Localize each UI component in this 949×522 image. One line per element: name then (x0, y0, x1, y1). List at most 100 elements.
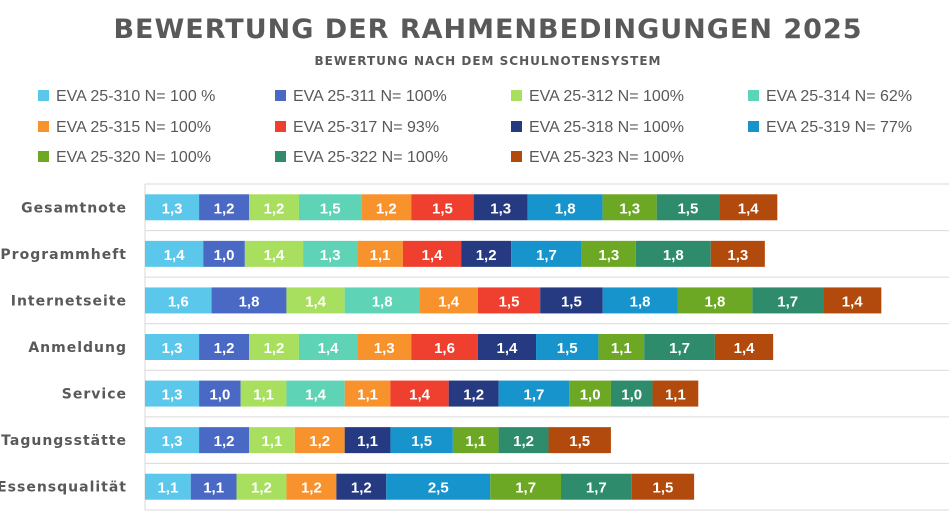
category-label: Anmeldung (28, 340, 127, 356)
data-label: 1,3 (598, 247, 619, 264)
data-label: 1,1 (357, 387, 378, 404)
data-label: 1,0 (209, 387, 230, 404)
legend-series-n: N= 62% (854, 88, 913, 105)
legend-item: EVA 25-315 N= 100% (38, 118, 211, 138)
data-label: 1,2 (264, 340, 285, 357)
legend-item: EVA 25-323 N= 100% (511, 148, 684, 168)
legend-item: EVA 25-319 N= 77% (748, 118, 912, 138)
data-label: 1,4 (496, 340, 518, 357)
bar-segment (286, 380, 345, 407)
data-label: 1,1 (357, 433, 378, 450)
bar-segment (411, 334, 478, 360)
bar-segment (203, 240, 245, 267)
legend-series-n: N= 100% (617, 88, 684, 105)
data-label: 1,7 (669, 340, 690, 357)
legend-swatch (38, 151, 49, 162)
legend-series-n: N= 77% (854, 119, 913, 136)
bar-segment (190, 473, 237, 500)
bar-segment (357, 240, 403, 267)
data-label: 1,4 (842, 293, 864, 310)
data-label: 1,6 (168, 293, 189, 310)
data-label: 1,4 (738, 200, 760, 217)
bar-segment (145, 287, 212, 314)
bar-segment (211, 287, 287, 314)
legend-item: EVA 25-318 N= 100% (511, 118, 684, 138)
legend-series-name: EVA 25-317 (293, 119, 378, 136)
bar-segment (244, 240, 304, 267)
data-label: 1,0 (214, 247, 235, 264)
data-label: 1,3 (162, 340, 183, 357)
legend-swatch (511, 121, 522, 132)
data-label: 1,3 (374, 340, 395, 357)
data-label: 1,7 (777, 293, 798, 310)
legend-item: EVA 25-320 N= 100% (38, 148, 211, 168)
bar-segment (610, 380, 653, 407)
data-label: 1,3 (162, 200, 183, 217)
data-label: 1,2 (301, 480, 322, 497)
data-label: 1,4 (305, 293, 327, 310)
bar-segment (635, 240, 711, 267)
data-label: 2,5 (428, 480, 449, 497)
data-label: 1,4 (264, 247, 286, 264)
data-label: 1,2 (264, 200, 285, 217)
bar-segment (240, 380, 287, 407)
legend-item: EVA 25-310 N= 100 % (38, 87, 215, 107)
bar-segment (199, 194, 249, 221)
bar-segment (452, 427, 499, 454)
bar-segment (527, 194, 603, 221)
data-label: 1,4 (734, 340, 756, 357)
legend-swatch (511, 151, 522, 162)
legend-swatch (38, 90, 49, 101)
data-label: 1,8 (372, 293, 393, 310)
data-label: 1,2 (214, 340, 235, 357)
bar-segment (598, 334, 645, 360)
legend-series-n: N= 100% (617, 149, 684, 166)
legend-series-name: EVA 25-320 (56, 149, 141, 166)
bar-segment (145, 194, 200, 221)
bar-segment (199, 334, 249, 360)
data-label: 1,1 (665, 387, 686, 404)
bar-segment (145, 240, 204, 267)
data-label: 1,2 (309, 433, 330, 450)
data-label: 1,5 (432, 200, 453, 217)
data-label: 1,1 (253, 387, 274, 404)
category-label: Internetseite (11, 293, 127, 309)
bar-segment (361, 194, 412, 221)
data-label: 1,4 (318, 340, 340, 357)
legend-item: EVA 25-317 N= 93% (275, 118, 439, 138)
legend-series-name: EVA 25-319 (766, 119, 851, 136)
category-label: Tagungsstätte (1, 433, 127, 449)
bar-segment (548, 427, 611, 454)
bar-segment (286, 287, 345, 314)
bar-segment (236, 473, 287, 500)
legend-series-n: N= 93% (381, 119, 440, 136)
legend-series-n: N= 100% (144, 119, 211, 136)
bar-segment (249, 194, 299, 221)
data-label: 1,4 (422, 247, 444, 264)
data-label: 1,4 (438, 293, 460, 310)
legend-swatch (275, 121, 286, 132)
bar-segment (823, 287, 882, 314)
legend-series-name: EVA 25-314 (766, 88, 851, 105)
data-label: 1,0 (621, 387, 642, 404)
data-label: 1,1 (465, 433, 486, 450)
bar-segment (498, 427, 549, 454)
legend-item: EVA 25-311 N= 100% (275, 87, 447, 107)
bar-segment (561, 473, 632, 500)
data-label: 1,2 (351, 480, 372, 497)
bar-segment (498, 380, 570, 407)
data-label: 1,3 (619, 200, 640, 217)
bar-segment (419, 287, 478, 314)
bar-segment (286, 473, 337, 500)
bar-segment (656, 194, 720, 221)
legend-series-n: N= 100% (380, 88, 447, 105)
category-label: Programmheft (0, 247, 127, 263)
data-label: 1,4 (305, 387, 327, 404)
chart-legend: EVA 25-310 N= 100 % EVA 25-311 N= 100% EVA… (0, 0, 949, 180)
data-label: 1,8 (239, 293, 260, 310)
bar-segment (336, 473, 387, 500)
bar-segment (581, 240, 636, 267)
bar-segment (145, 380, 200, 407)
data-label: 1,1 (261, 433, 282, 450)
category-label: Service (62, 387, 127, 403)
